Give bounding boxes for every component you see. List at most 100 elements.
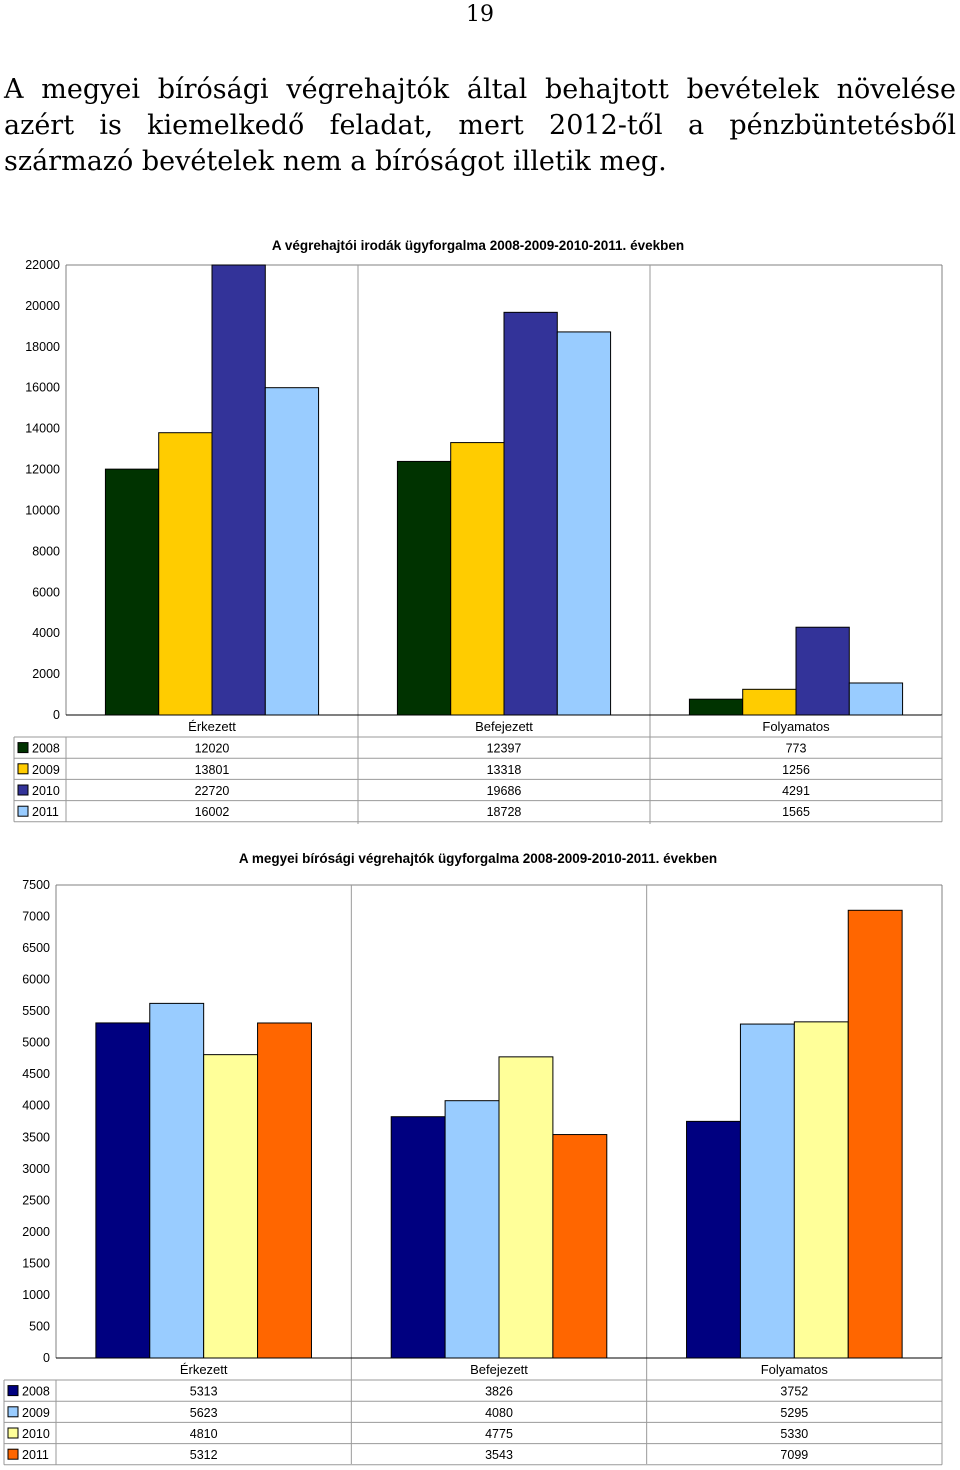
data-label: 1256 (782, 763, 810, 777)
y-tick-label: 10000 (25, 503, 60, 517)
data-label: 3752 (780, 1385, 808, 1399)
bar-2009-érkezett (158, 432, 213, 716)
data-label: 5330 (780, 1427, 808, 1441)
y-tick-label: 7500 (22, 878, 50, 892)
chart-vegrehajtoi-irodak: A végrehajtói irodák ügyforgalma 2008-20… (13, 238, 943, 824)
legend-label: 2008 (32, 742, 60, 756)
data-label: 4080 (485, 1406, 513, 1420)
y-tick-label: 6000 (32, 585, 60, 599)
y-tick-label: 2000 (22, 1225, 50, 1239)
bar-2010-érkezett (203, 1054, 259, 1359)
chart-title: A megyei bírósági végrehajtók ügyforgalm… (239, 851, 717, 866)
body-paragraph: A megyei bírósági végrehajtók által beha… (4, 74, 956, 177)
y-tick-label: 3000 (22, 1162, 50, 1176)
data-label: 5623 (190, 1406, 218, 1420)
category-label: Érkezett (188, 719, 236, 734)
y-tick-label: 1500 (22, 1256, 50, 1270)
bar-2008-befejezett (396, 460, 452, 716)
bar-2009-érkezett (149, 1002, 205, 1359)
bar-2008-folyamatos (686, 1120, 741, 1359)
y-tick-label: 4000 (32, 626, 60, 640)
legend-key-2008 (7, 1385, 19, 1397)
bar-2010-érkezett (211, 264, 266, 716)
y-tick-label: 2000 (32, 667, 60, 681)
bar-2011-folyamatos (848, 682, 904, 716)
y-tick-label: 6000 (22, 973, 50, 987)
y-tick-label: 1000 (22, 1288, 50, 1302)
legend-key-2011 (7, 1448, 19, 1460)
data-label: 13318 (487, 763, 522, 777)
legend-label: 2011 (22, 1448, 49, 1462)
category-label: Befejezett (475, 719, 533, 734)
bar-2008-befejezett (390, 1116, 446, 1359)
category-label: Folyamatos (761, 1362, 829, 1377)
data-label: 7099 (780, 1448, 808, 1462)
y-tick-label: 12000 (25, 463, 60, 477)
bar-2009-befejezett (444, 1100, 500, 1359)
bar-2010-folyamatos (795, 626, 850, 716)
bar-2010-befejezett (503, 311, 558, 716)
y-tick-label: 6500 (22, 941, 50, 955)
legend-label: 2010 (22, 1427, 50, 1441)
category-label: Érkezett (180, 1362, 228, 1377)
legend-key-2008 (17, 742, 29, 754)
page-number: 19 (466, 2, 494, 27)
y-tick-label: 3500 (22, 1130, 50, 1144)
y-tick-label: 5000 (22, 1036, 50, 1050)
legend-label: 2009 (32, 763, 60, 777)
y-tick-label: 14000 (25, 422, 60, 436)
y-tick-label: 4500 (22, 1067, 50, 1081)
data-label: 1565 (782, 805, 810, 819)
data-label: 12020 (195, 742, 230, 756)
y-tick-label: 18000 (25, 340, 60, 354)
y-tick-label: 0 (43, 1351, 50, 1365)
bar-2011-befejezett (556, 331, 612, 716)
data-label: 5313 (190, 1385, 218, 1399)
y-tick-label: 5500 (22, 1004, 50, 1018)
bar-2009-folyamatos (742, 688, 797, 716)
data-label: 4810 (190, 1427, 218, 1441)
bar-2009-befejezett (450, 442, 505, 716)
bar-2010-folyamatos (793, 1021, 849, 1359)
bar-2009-folyamatos (739, 1023, 795, 1359)
y-tick-label: 2500 (22, 1193, 50, 1207)
data-label: 12397 (487, 742, 522, 756)
data-label: 13801 (195, 763, 230, 777)
bar-2008-folyamatos (688, 698, 744, 716)
data-label: 5295 (780, 1406, 808, 1420)
legend-key-2009 (17, 763, 29, 775)
bar-2008-érkezett (95, 1022, 151, 1359)
bar-2010-befejezett (498, 1056, 554, 1359)
bar-2011-befejezett (552, 1134, 608, 1359)
y-tick-label: 0 (53, 708, 60, 722)
y-tick-label: 7000 (22, 910, 50, 924)
legend-key-2009 (7, 1406, 19, 1418)
y-tick-label: 8000 (32, 544, 60, 558)
data-label: 4775 (485, 1427, 513, 1441)
category-label: Befejezett (470, 1362, 528, 1377)
legend-label: 2010 (32, 784, 60, 798)
y-tick-label: 500 (29, 1319, 50, 1333)
legend-key-2010 (7, 1427, 19, 1439)
data-label: 19686 (487, 784, 522, 798)
data-label: 18728 (487, 805, 522, 819)
data-label: 5312 (190, 1448, 218, 1462)
y-tick-label: 22000 (25, 258, 60, 272)
data-label: 22720 (195, 784, 230, 798)
y-tick-label: 16000 (25, 381, 60, 395)
chart-title: A végrehajtói irodák ügyforgalma 2008-20… (272, 238, 684, 253)
y-tick-label: 20000 (25, 299, 60, 313)
legend-label: 2008 (22, 1385, 50, 1399)
legend-key-2010 (17, 784, 29, 796)
data-label: 3826 (485, 1385, 513, 1399)
bar-2008-érkezett (104, 468, 160, 716)
y-tick-label: 4000 (22, 1099, 50, 1113)
bar-2011-folyamatos (847, 909, 903, 1359)
chart-megyei-birosagi-vegrehajtok: A megyei bírósági végrehajtók ügyforgalm… (3, 851, 943, 1466)
legend-label: 2011 (32, 805, 59, 819)
bar-2011-érkezett (257, 1022, 312, 1359)
data-label: 773 (786, 742, 807, 756)
legend-label: 2009 (22, 1406, 50, 1420)
data-label: 4291 (782, 784, 810, 798)
bar-2011-érkezett (264, 387, 320, 716)
